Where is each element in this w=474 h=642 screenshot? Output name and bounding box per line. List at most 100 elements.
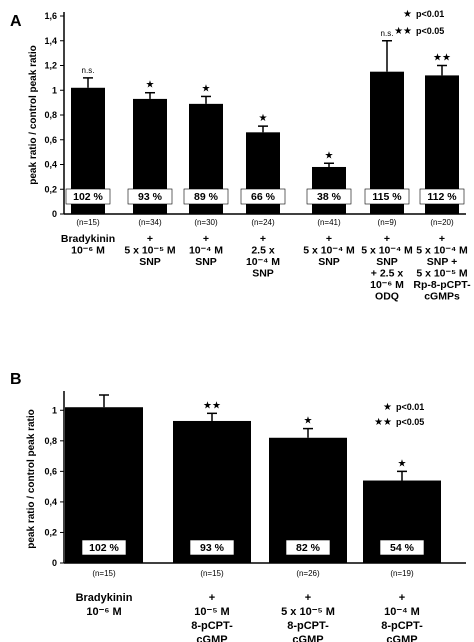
category-label: Bradykinin xyxy=(61,233,115,245)
significance-star: ★ xyxy=(304,416,313,427)
category-label: SNP xyxy=(318,256,340,268)
category-label: Bradykinin xyxy=(76,592,133,604)
percent-label-box xyxy=(379,539,425,556)
legend-symbol: ★ xyxy=(403,9,412,20)
legend-text: p<0.01 xyxy=(416,9,444,19)
category-label: cGMP xyxy=(386,634,417,642)
sample-size-label: (n=19) xyxy=(390,569,414,578)
category-label: + xyxy=(399,592,405,604)
percent-label: 82 % xyxy=(296,542,321,554)
sample-size-label: (n=30) xyxy=(194,218,218,227)
category-label: 5 x 10⁻⁵ M xyxy=(416,268,468,280)
category-label: + xyxy=(209,592,215,604)
category-label: ODQ xyxy=(375,291,399,303)
percent-label-box xyxy=(189,539,235,556)
category-label: + xyxy=(147,233,153,245)
category-label: + xyxy=(305,592,311,604)
significance-ns: n.s. xyxy=(381,29,394,38)
y-tick-label: 0,8 xyxy=(44,110,57,120)
significance-star: ★ xyxy=(398,458,407,469)
percent-label-box xyxy=(65,188,111,205)
category-label: Rp-8-pCPT- xyxy=(413,279,471,291)
legend-text: p<0.05 xyxy=(416,26,444,36)
category-label: 10⁻⁴ M xyxy=(246,256,280,268)
category-label: 10⁻⁴ M xyxy=(384,606,420,618)
percent-label-box xyxy=(81,539,127,556)
percent-label: 102 % xyxy=(73,191,103,203)
chart-panel-b: B 0 0,2 0,4 0,6 0,8 1 peak ratio / control peak… xyxy=(10,371,466,642)
percent-label-box xyxy=(285,539,331,556)
significance-star: ★★ xyxy=(433,53,451,64)
y-tick-label: 0,8 xyxy=(44,436,57,446)
significance-ns: n.s. xyxy=(82,66,95,75)
category-label: + xyxy=(326,233,332,245)
significance-star: ★ xyxy=(259,113,268,124)
sample-size-label: (n=15) xyxy=(200,569,224,578)
y-tick-label: 0,2 xyxy=(44,527,57,537)
category-label: cGMP xyxy=(196,634,227,642)
percent-label-box xyxy=(419,188,465,205)
sample-size-label: (n=20) xyxy=(430,218,454,227)
category-label: 2.5 x xyxy=(251,245,275,257)
legend-symbol: ★★ xyxy=(394,26,412,37)
category-label: 5 x 10⁻⁴ M xyxy=(303,245,355,257)
y-axis-label: peak ratio / control peak ratio xyxy=(28,45,39,184)
legend-symbol: ★★ xyxy=(374,417,392,428)
percent-label: 93 % xyxy=(138,191,163,203)
y-tick-label: 0,6 xyxy=(44,466,57,476)
y-tick-label: 0 xyxy=(52,558,57,568)
y-tick-label: 1 xyxy=(52,405,57,415)
category-label: 5 x 10⁻⁴ M xyxy=(416,245,468,257)
category-label: 10⁻⁴ M xyxy=(189,245,223,257)
category-label: 5 x 10⁻⁵ M xyxy=(281,606,335,618)
y-tick-label: 0,4 xyxy=(44,497,57,507)
category-label: 8-pCPT- xyxy=(381,620,423,632)
sample-size-label: (n=26) xyxy=(296,569,320,578)
category-label: cGMPs xyxy=(424,291,460,303)
panel-label: A xyxy=(10,13,22,30)
sample-size-label: (n=24) xyxy=(251,218,275,227)
category-label: 5 x 10⁻⁵ M xyxy=(124,245,176,257)
y-axis-label: peak ratio / control peak ratio xyxy=(26,409,37,548)
category-label: + xyxy=(260,233,266,245)
chart-panel-a: A 0 0,2 0,4 0,6 0,8 1 1,2 1,4 1,6 peak ratio / con… xyxy=(10,9,471,303)
category-label: 10⁻⁶ M xyxy=(86,606,121,618)
percent-label: 89 % xyxy=(194,191,219,203)
category-label: 10⁻⁶ M xyxy=(71,245,105,257)
sample-size-label: (n=15) xyxy=(76,218,100,227)
category-label: + 2.5 x xyxy=(371,268,404,280)
percent-label-box xyxy=(127,188,173,205)
percent-label: 102 % xyxy=(89,542,119,554)
category-label: + xyxy=(384,233,390,245)
bar xyxy=(173,420,251,563)
category-label: 5 x 10⁻⁴ M xyxy=(361,245,413,257)
y-tick-label: 1,2 xyxy=(44,61,57,71)
category-label: 8-pCPT- xyxy=(287,620,329,632)
percent-label: 66 % xyxy=(251,191,276,203)
y-tick-label: 0,4 xyxy=(44,160,57,170)
panel-label: B xyxy=(10,371,22,388)
category-label: 10⁻⁵ M xyxy=(194,606,229,618)
y-tick-label: 0,6 xyxy=(44,135,57,145)
y-tick-label: 0,2 xyxy=(44,184,57,194)
percent-label-box xyxy=(183,188,229,205)
category-label: SNP xyxy=(139,256,161,268)
percent-label: 115 % xyxy=(372,191,402,203)
sample-size-label: (n=41) xyxy=(317,218,341,227)
legend-text: p<0.05 xyxy=(396,417,424,427)
category-label: SNP + xyxy=(427,256,457,268)
category-label: SNP xyxy=(252,268,274,280)
percent-label-box xyxy=(240,188,286,205)
significance-star: ★ xyxy=(146,80,155,91)
bar xyxy=(65,407,143,563)
significance-star: ★★ xyxy=(203,400,221,411)
y-tick-label: 1 xyxy=(52,85,57,95)
percent-label: 93 % xyxy=(200,542,225,554)
category-label: cGMP xyxy=(292,634,323,642)
y-tick-label: 1,4 xyxy=(44,36,57,46)
percent-label: 38 % xyxy=(317,191,342,203)
sample-size-label: (n=15) xyxy=(92,569,116,578)
category-label: + xyxy=(439,233,445,245)
percent-label-box xyxy=(364,188,410,205)
